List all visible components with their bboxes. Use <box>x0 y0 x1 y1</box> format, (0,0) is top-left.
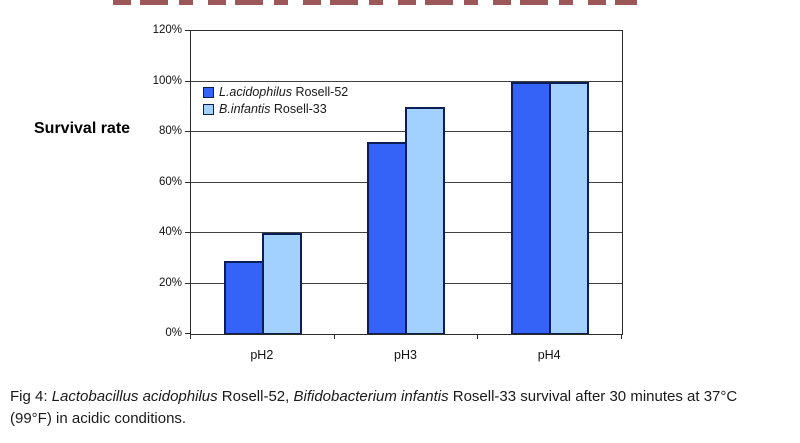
y-axis-tick <box>185 232 191 233</box>
x-axis-tick <box>333 334 335 339</box>
plot-area: L.acidophilus Rosell-52 B.infantis Rosell… <box>190 30 623 335</box>
caption-species-name: Bifidobacterium infantis <box>293 388 449 405</box>
y-axis-tick <box>185 282 191 284</box>
x-axis-tick <box>190 334 191 339</box>
y-tick-label: 80% <box>158 125 182 137</box>
category-group-pH3 <box>335 31 479 334</box>
legend-item-1: L.acidophilus Rosell-52 <box>203 85 348 99</box>
figure-caption: Fig 4: Lactobacillus acidophilus Rosell-… <box>10 386 794 430</box>
caption-species-name: Lactobacillus acidophilus <box>51 388 218 405</box>
category-group-pH4 <box>478 31 622 334</box>
legend-item-2: B.infantis Rosell-33 <box>203 102 348 116</box>
category-group-pH2 <box>191 31 335 334</box>
x-axis-tick <box>477 334 479 339</box>
y-tick-label: 60% <box>158 175 182 188</box>
y-axis-tick <box>185 131 191 132</box>
gridline <box>191 80 622 82</box>
y-tick-label: 40% <box>158 226 182 238</box>
x-tick-label: pH4 <box>537 348 561 362</box>
legend-label: B.infantis Rosell-33 <box>219 102 327 116</box>
y-axis-tick <box>185 181 191 183</box>
y-tick-label: 20% <box>158 276 182 289</box>
y-tick-label: 120% <box>152 24 182 36</box>
y-axis-tick <box>185 333 191 334</box>
y-axis-tick <box>185 80 191 82</box>
y-axis-tick <box>185 30 191 31</box>
bar-B.infantis-pH4 <box>549 81 590 334</box>
legend-label: L.acidophilus Rosell-52 <box>219 85 349 99</box>
y-tick-label: 0% <box>165 327 182 339</box>
caption-text: Fig 4: <box>10 388 52 405</box>
x-tick-label: pH3 <box>394 348 417 362</box>
x-axis-tick <box>621 334 622 339</box>
legend-swatch <box>203 103 214 115</box>
chart-legend: L.acidophilus Rosell-52 B.infantis Rosell… <box>203 85 348 116</box>
bar-L.acidophilus-pH4 <box>511 81 552 334</box>
x-tick-label: pH2 <box>250 348 274 362</box>
bar-B.infantis-pH3 <box>405 106 446 334</box>
y-tick-label: 100% <box>152 74 182 87</box>
caption-text: Rosell-33 survival after 30 minutes at 3… <box>10 388 738 427</box>
legend-swatch <box>203 86 214 98</box>
y-axis-title: Survival rate <box>34 120 131 137</box>
cropped-title-remnant <box>113 0 637 5</box>
bar-L.acidophilus-pH3 <box>367 142 408 334</box>
bar-L.acidophilus-pH2 <box>223 260 264 334</box>
bar-B.infantis-pH2 <box>261 233 302 334</box>
caption-text: Rosell-52, <box>217 388 294 405</box>
